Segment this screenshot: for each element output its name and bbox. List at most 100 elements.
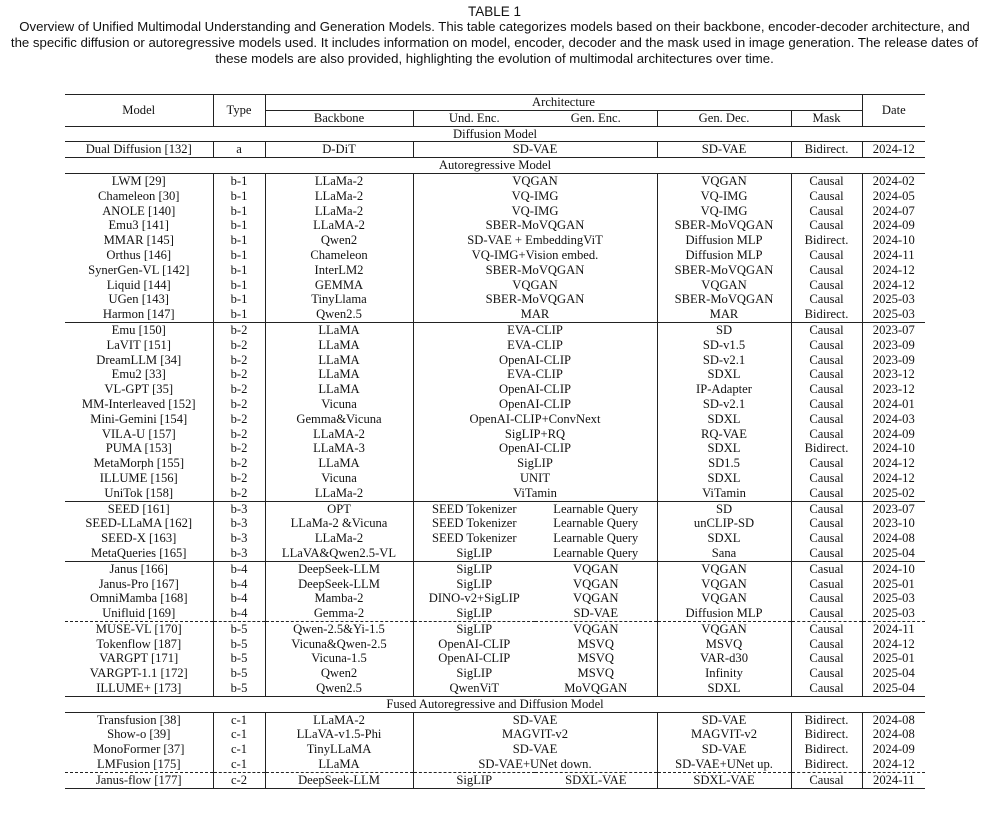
mask-cell: Causal (791, 382, 863, 397)
table-row: MM-Interleaved [152] b-2 Vicuna OpenAI-CLIP… (65, 396, 925, 412)
und-enc-cell: SEED Tokenizer (413, 500, 535, 517)
model-cell: ILLUME+ [173] (65, 681, 214, 697)
gen-enc-cell: VQGAN (535, 620, 658, 637)
backbone-cell: LLaMA-2 (265, 712, 414, 728)
backbone-cell: InterLM2 (265, 262, 414, 278)
gen-enc-cell: MSVQ (535, 666, 658, 682)
table-row: MMAR [145] b-1 Qwen2 SD-VAE + EmbeddingViT D… (65, 233, 925, 248)
table-row: Emu2 [33] b-2 LLaMA EVA-CLIP SDXL Causal 2023-… (65, 367, 925, 383)
models-table: Model Type Architecture Date Backbone Un… (65, 94, 926, 789)
model-cell: SEED-X [163] (65, 531, 214, 546)
date-cell: 2024-12 (872, 262, 915, 277)
table-row: SEED-X [163] b-3 LLaMa-2 SEED Tokenizer Lear… (65, 531, 925, 546)
mask-cell: Causal (791, 666, 863, 682)
type-cell: b-2 (213, 411, 266, 427)
table-row: SEED [161] b-3 OPT SEED Tokenizer Learnable … (65, 500, 926, 517)
date-cell: 2024-12 (872, 636, 915, 651)
gen-dec-cell: MAGVIT-v2 (657, 727, 792, 743)
table-row: MetaQueries [165] b-3 LLaVA&Qwen2.5-VL SigL… (65, 545, 925, 562)
mask-cell: Bidirect. (791, 712, 863, 728)
date-cell: 2024-08 (872, 727, 915, 742)
table-label: TABLE 1 (467, 4, 522, 19)
backbone-cell: Gemma-2 (265, 606, 414, 622)
und-enc-cell: SigLIP (456, 666, 493, 681)
backbone-cell: Vicuna&Qwen-2.5 (265, 636, 414, 652)
table-row: MonoFormer [37] c-1 TinyLLaMA SD-VAE SD-VAE B… (65, 742, 925, 758)
encoder-cell: EVA-CLIP (413, 321, 658, 338)
mask-cell: Bidirect. (791, 307, 863, 323)
gen-dec-cell: Sana (657, 545, 792, 562)
backbone-cell: D-DiT (265, 141, 414, 158)
table-row: UniTok [158] b-2 LLaMa-2 ViTamin ViTamin Caus… (65, 485, 925, 502)
table-row: LWM [29] b-1 LLaMa-2 VQGAN VQGAN Causal 2024-0… (65, 173, 925, 189)
gen-dec-cell: SDXL-VAE (657, 771, 792, 789)
mask-cell: Causal (791, 247, 863, 263)
table-row: DreamLLM [34] b-2 LLaMA OpenAI-CLIP SD-v2.1 C… (65, 352, 925, 368)
mask-cell: Casual (791, 560, 863, 577)
gen-dec-cell: SDXL (657, 681, 792, 697)
encoder-cell: UNIT (413, 470, 658, 486)
gen-dec-cell: Diffusion MLP (657, 606, 792, 622)
encoder-cell: VQ-IMG+Vision embed. (413, 247, 658, 263)
encoder-cell: OpenAI-CLIP (413, 382, 658, 397)
gen-enc-cell: VQGAN (535, 576, 658, 592)
table-row: Unifluid [169] b-4 Gemma-2 SigLIP SD-VAE Diff… (65, 606, 925, 622)
type-cell: b-1 (213, 188, 266, 204)
type-cell: c-1 (213, 727, 266, 743)
header-backbone: Backbone (265, 110, 414, 127)
gen-dec-cell: Infinity (657, 666, 792, 682)
table-row: PUMA [153] b-2 LLaMA-3 OpenAI-CLIP SDXL Bidir… (65, 441, 925, 457)
gen-dec-cell: Diffusion MLP (657, 247, 792, 263)
date-cell: 2025-03 (872, 292, 915, 307)
backbone-cell: TinyLlama (265, 292, 414, 308)
gen-dec-cell: Diffusion MLP (657, 233, 792, 248)
und-enc-cell: SigLIP (413, 560, 535, 577)
backbone-cell: OPT (265, 500, 414, 517)
model-cell: Unifluid [169] (65, 606, 214, 622)
mask-cell: Causal (791, 262, 863, 278)
type-cell: a (213, 141, 266, 158)
table-row: Liquid [144] b-1 GEMMA VQGAN VQGAN Causal 2024… (65, 277, 925, 293)
gen-dec-cell: SBER-MoVQGAN (657, 292, 792, 308)
date-cell: 2024-12 (872, 277, 915, 292)
gen-dec-cell: SD-VAE+UNet up. (657, 757, 792, 773)
encoder-cell: VQGAN (413, 173, 658, 189)
gen-dec-cell: VQGAN (657, 277, 792, 293)
model-cell: Janus-Pro [167] (65, 576, 214, 592)
model-cell: Janus-flow [177] (65, 771, 214, 789)
mask-cell: Causal (791, 651, 863, 667)
date-cell: 2024-12 (872, 456, 915, 471)
date-cell: 2023-07 (862, 321, 926, 338)
gen-dec-cell: SD (657, 500, 792, 517)
type-cell: b-3 (213, 516, 266, 532)
header-gen-dec: Gen. Dec. (657, 110, 792, 127)
table-row: UGen [143] b-1 TinyLlama SBER-MoVQGAN SBER-M… (65, 292, 925, 308)
encoder-cell: SD-VAE + EmbeddingViT (413, 233, 658, 248)
gen-dec-cell: SDXL (657, 367, 792, 383)
date-cell: 2025-01 (872, 651, 915, 666)
table-row: Orthus [146] b-1 Chameleon VQ-IMG+Vision em… (65, 247, 925, 263)
table-row: Janus-flow [177] c-2 DeepSeek-LLM SigLIP SDX… (65, 771, 926, 789)
type-cell: b-5 (213, 651, 266, 667)
table-row: LMFusion [175] c-1 LLaMA SD-VAE+UNet down. S… (65, 757, 925, 773)
model-cell: OmniMamba [168] (65, 591, 214, 607)
gen-dec-cell: VQ-IMG (657, 203, 792, 219)
model-cell: Liquid [144] (65, 277, 214, 293)
encoder-cell: SBER-MoVQGAN (413, 292, 658, 308)
encoder-cell: MAGVIT-v2 (413, 727, 658, 743)
mask-cell: Bidirect. (791, 742, 863, 758)
table-caption: Overview of Unified Multimodal Understan… (10, 19, 979, 66)
gen-dec-cell: SBER-MoVQGAN (657, 218, 792, 234)
type-cell: b-5 (213, 666, 266, 682)
table-row: Chameleon [30] b-1 LLaMa-2 VQ-IMG VQ-IMG Caus… (65, 188, 925, 204)
backbone-cell: DeepSeek-LLM (265, 560, 414, 577)
date-cell: 2025-03 (872, 307, 915, 322)
type-cell: b-2 (213, 382, 266, 397)
date-cell: 2024-08 (872, 712, 915, 727)
model-cell: PUMA [153] (65, 441, 214, 457)
und-enc-cell: DINO-v2+SigLIP (428, 591, 520, 606)
date-cell: 2024-03 (872, 411, 915, 426)
date-cell: 2025-04 (872, 545, 915, 560)
mask-cell: Causal (791, 277, 863, 293)
table-row: Emu [150] b-2 LLaMA EVA-CLIP SD Causal 2023-07 (65, 321, 926, 338)
